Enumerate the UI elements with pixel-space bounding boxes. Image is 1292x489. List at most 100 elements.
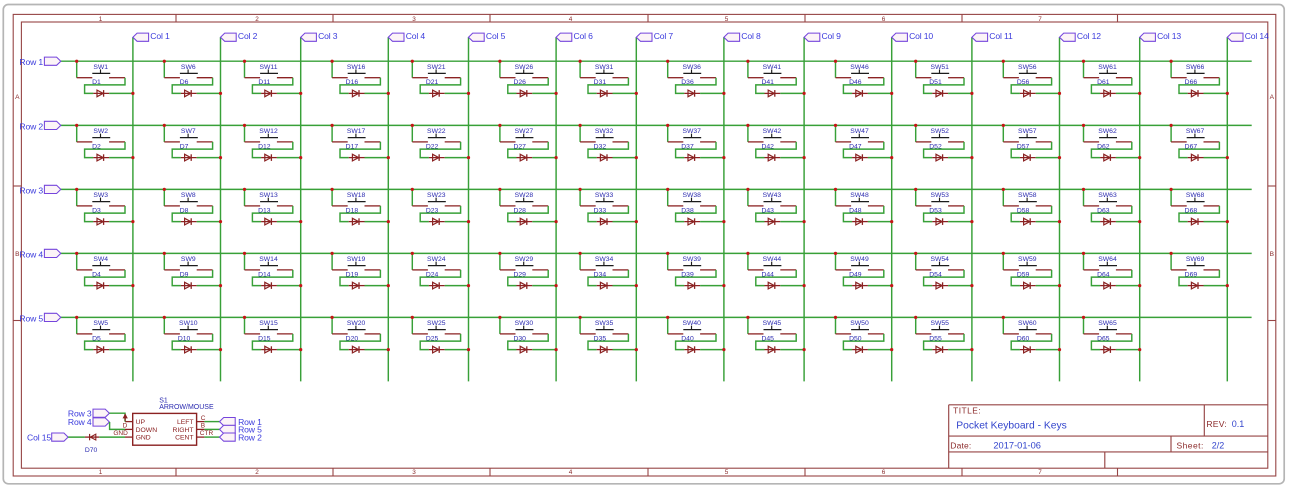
svg-text:CENT: CENT	[175, 435, 194, 442]
svg-text:D32: D32	[594, 143, 607, 150]
svg-text:D7: D7	[180, 143, 189, 150]
svg-text:Row 2: Row 2	[19, 121, 43, 131]
svg-text:SW2: SW2	[93, 128, 108, 135]
svg-text:SW17: SW17	[347, 128, 366, 135]
svg-text:D36: D36	[681, 79, 694, 86]
svg-text:Col 4: Col 4	[406, 31, 426, 41]
svg-text:D17: D17	[346, 143, 359, 150]
svg-text:B: B	[1270, 251, 1275, 258]
svg-text:SW1: SW1	[93, 64, 108, 71]
svg-text:D13: D13	[258, 207, 271, 214]
svg-text:D19: D19	[346, 271, 359, 278]
svg-text:SW52: SW52	[930, 128, 949, 135]
svg-text:D37: D37	[681, 143, 694, 150]
svg-text:A: A	[15, 94, 20, 101]
svg-text:D39: D39	[681, 271, 694, 278]
svg-text:SW50: SW50	[850, 320, 869, 327]
svg-text:Col 9: Col 9	[822, 31, 842, 41]
svg-text:1: 1	[99, 469, 103, 476]
svg-text:SW58: SW58	[1018, 192, 1037, 199]
svg-text:SW51: SW51	[930, 64, 949, 71]
svg-text:Col 5: Col 5	[486, 31, 506, 41]
svg-text:D12: D12	[258, 143, 271, 150]
svg-text:SW15: SW15	[259, 320, 278, 327]
svg-text:Col 11: Col 11	[989, 31, 1013, 41]
svg-text:D34: D34	[594, 271, 607, 278]
svg-text:SW34: SW34	[595, 256, 614, 263]
svg-text:D59: D59	[1017, 271, 1030, 278]
svg-text:SW29: SW29	[515, 256, 534, 263]
svg-text:SW42: SW42	[763, 128, 782, 135]
svg-text:D15: D15	[258, 335, 271, 342]
svg-text:A: A	[1270, 94, 1275, 101]
svg-text:SW62: SW62	[1098, 128, 1117, 135]
svg-text:D54: D54	[929, 271, 942, 278]
svg-text:SW6: SW6	[181, 64, 196, 71]
svg-text:Row 2: Row 2	[238, 432, 262, 442]
svg-text:5: 5	[725, 469, 729, 476]
svg-text:SW60: SW60	[1018, 320, 1037, 327]
svg-text:D24: D24	[426, 271, 439, 278]
svg-text:D33: D33	[594, 207, 607, 214]
svg-text:Col 8: Col 8	[741, 31, 761, 41]
svg-text:Row 4: Row 4	[19, 249, 43, 259]
svg-text:SW11: SW11	[259, 64, 277, 71]
svg-text:Pocket Keyboard - Keys: Pocket Keyboard - Keys	[956, 421, 1066, 432]
svg-text:ARROW/MOUSE: ARROW/MOUSE	[159, 404, 214, 411]
svg-text:SW37: SW37	[682, 128, 701, 135]
svg-text:S1: S1	[159, 397, 168, 404]
svg-text:Row 3: Row 3	[19, 185, 43, 195]
svg-text:D22: D22	[426, 143, 439, 150]
svg-text:D67: D67	[1185, 143, 1198, 150]
svg-text:Col 3: Col 3	[318, 31, 338, 41]
svg-text:D6: D6	[180, 79, 189, 86]
svg-text:CTR: CTR	[200, 430, 214, 437]
svg-text:D3: D3	[92, 207, 101, 214]
svg-text:Col 2: Col 2	[238, 31, 258, 41]
svg-text:SW64: SW64	[1098, 256, 1117, 263]
svg-text:SW25: SW25	[427, 320, 446, 327]
svg-text:D18: D18	[346, 207, 359, 214]
svg-text:3: 3	[412, 469, 416, 476]
svg-text:SW46: SW46	[850, 64, 869, 71]
svg-text:D23: D23	[426, 207, 439, 214]
svg-text:2/2: 2/2	[1212, 440, 1225, 450]
svg-text:SW65: SW65	[1098, 320, 1117, 327]
svg-text:D8: D8	[180, 207, 189, 214]
svg-text:SW59: SW59	[1018, 256, 1037, 263]
svg-text:B: B	[201, 423, 205, 430]
svg-text:SW48: SW48	[850, 192, 869, 199]
svg-text:SW53: SW53	[930, 192, 949, 199]
svg-text:Col 7: Col 7	[654, 31, 674, 41]
svg-text:D10: D10	[178, 335, 191, 342]
svg-text:SW40: SW40	[682, 320, 701, 327]
svg-text:D27: D27	[513, 143, 526, 150]
svg-text:SW57: SW57	[1018, 128, 1037, 135]
svg-text:2: 2	[255, 469, 259, 476]
svg-text:Col 13: Col 13	[1157, 31, 1181, 41]
svg-text:REV:: REV:	[1206, 419, 1227, 429]
svg-text:D21: D21	[426, 79, 439, 86]
svg-text:Col 10: Col 10	[909, 31, 933, 41]
svg-text:D30: D30	[513, 335, 526, 342]
svg-text:SW21: SW21	[427, 64, 446, 71]
svg-text:D26: D26	[513, 79, 526, 86]
svg-text:3: 3	[412, 16, 416, 23]
svg-text:SW36: SW36	[682, 64, 701, 71]
svg-text:DOWN: DOWN	[136, 427, 158, 434]
svg-text:D58: D58	[1017, 207, 1030, 214]
svg-text:Row 5: Row 5	[238, 425, 262, 435]
svg-text:D14: D14	[258, 271, 271, 278]
svg-text:Row 1: Row 1	[238, 417, 262, 427]
svg-text:D56: D56	[1017, 79, 1030, 86]
svg-text:SW26: SW26	[515, 64, 534, 71]
svg-text:SW8: SW8	[181, 192, 196, 199]
svg-text:D53: D53	[929, 207, 942, 214]
svg-text:SW27: SW27	[515, 128, 534, 135]
svg-text:Col 15: Col 15	[27, 432, 51, 442]
svg-text:D29: D29	[513, 271, 526, 278]
svg-text:SW30: SW30	[515, 320, 534, 327]
svg-text:D45: D45	[761, 335, 774, 342]
svg-text:B: B	[15, 251, 20, 258]
svg-text:SW16: SW16	[347, 64, 366, 71]
